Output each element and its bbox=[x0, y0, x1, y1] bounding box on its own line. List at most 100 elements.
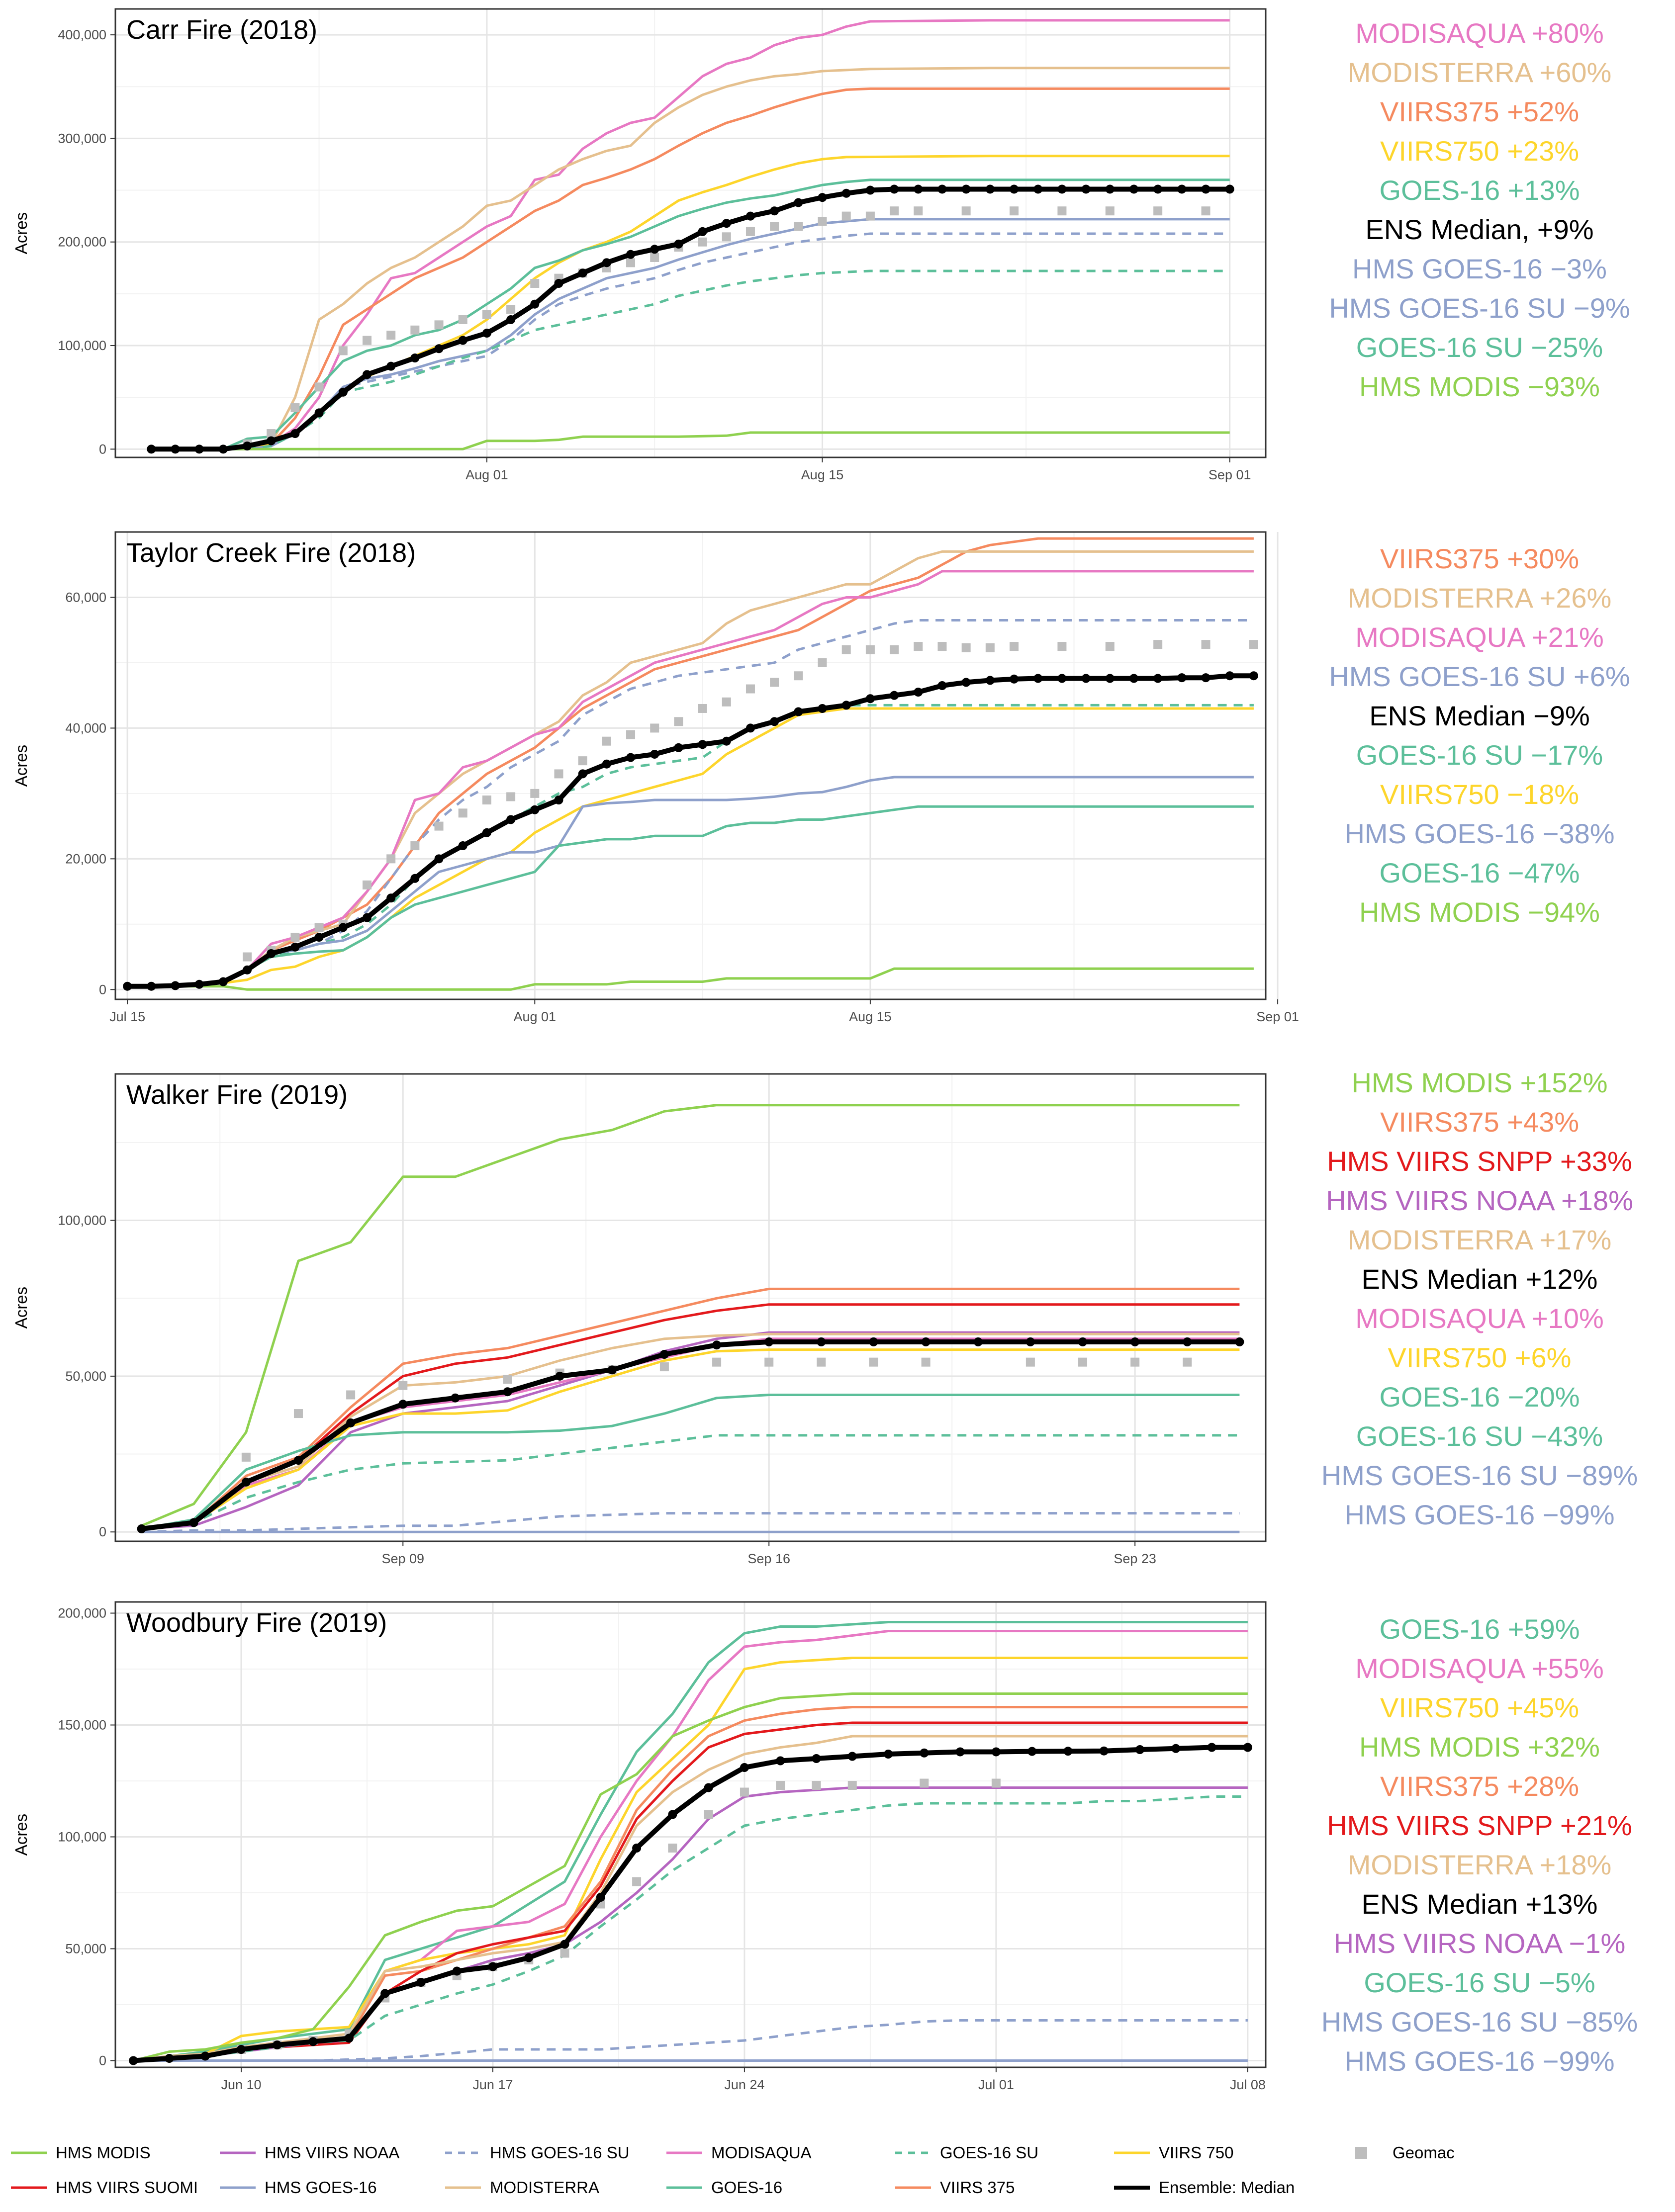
y-tick-label: 0 bbox=[99, 982, 106, 997]
geomac-point bbox=[458, 808, 467, 818]
ensemble-median-point bbox=[1225, 671, 1234, 681]
ensemble-median-point bbox=[554, 796, 563, 805]
ensemble-median-point bbox=[482, 329, 491, 338]
legend-item: GOES-16 SU bbox=[895, 2143, 1038, 2162]
geomac-point bbox=[602, 736, 611, 746]
geomac-point bbox=[362, 880, 372, 889]
series-line bbox=[141, 1348, 1240, 1530]
series-percent-label: HMS VIIRS SNPP +33% bbox=[1327, 1146, 1632, 1177]
series-percent-label: HMS VIIRS SNPP +21% bbox=[1327, 1810, 1632, 1841]
geomac-point bbox=[841, 211, 851, 221]
ensemble-median-point bbox=[1249, 671, 1258, 681]
geomac-point bbox=[290, 933, 300, 942]
series-percent-label: VIIRS750 +23% bbox=[1380, 135, 1579, 167]
geomac-point bbox=[626, 258, 636, 267]
ensemble-median-point bbox=[961, 678, 971, 687]
x-tick-label: Aug 01 bbox=[465, 467, 508, 482]
y-tick-label: 50,000 bbox=[65, 1942, 106, 1956]
geomac-point bbox=[506, 792, 516, 801]
geomac-point bbox=[503, 1375, 512, 1384]
geomac-point bbox=[818, 217, 827, 226]
geomac-point bbox=[818, 658, 827, 667]
ensemble-median-point bbox=[722, 219, 731, 228]
ensemble-median-point bbox=[243, 442, 252, 451]
geomac-point bbox=[650, 253, 659, 262]
ensemble-median-point bbox=[1057, 184, 1067, 194]
geomac-point bbox=[1183, 1357, 1192, 1367]
ensemble-median-point bbox=[386, 893, 396, 903]
ensemble-median-point bbox=[1105, 184, 1115, 194]
geomac-point bbox=[386, 331, 396, 340]
y-tick-label: 60,000 bbox=[65, 590, 106, 605]
series-line bbox=[141, 1512, 1240, 1533]
geomac-point bbox=[482, 310, 491, 319]
ensemble-median-point bbox=[1243, 1743, 1252, 1752]
geomac-point bbox=[794, 222, 803, 231]
ensemble-median-point bbox=[434, 854, 444, 864]
ensemble-median-point bbox=[314, 933, 324, 942]
geomac-point bbox=[293, 1409, 303, 1418]
ensemble-median-point bbox=[1177, 184, 1187, 194]
ensemble-median-point bbox=[386, 361, 396, 371]
legend-item: HMS VIIRS SUOMI bbox=[11, 2178, 198, 2197]
ensemble-median-point bbox=[626, 753, 636, 762]
ensemble-median-point bbox=[1025, 1337, 1035, 1346]
geomac-point bbox=[817, 1357, 826, 1367]
ensemble-median-point bbox=[817, 1337, 826, 1346]
x-tick-label: Sep 09 bbox=[381, 1551, 424, 1566]
legend-label: HMS VIIRS NOAA bbox=[265, 2143, 399, 2162]
ensemble-median-point bbox=[1027, 1747, 1037, 1756]
geomac-point bbox=[961, 206, 971, 216]
x-tick-label: Sep 16 bbox=[747, 1551, 790, 1566]
series-percent-label: MODISTERRA +17% bbox=[1348, 1224, 1612, 1255]
ensemble-median-point bbox=[1010, 674, 1019, 684]
geomac-point bbox=[1025, 1357, 1035, 1367]
series-percent-label: MODISTERRA +18% bbox=[1348, 1849, 1612, 1880]
ensemble-median-point bbox=[171, 981, 180, 990]
ensemble-median-point bbox=[1099, 1746, 1109, 1756]
geomac-point bbox=[650, 723, 659, 733]
legend-label: Geomac bbox=[1393, 2143, 1455, 2162]
geomac-point bbox=[794, 671, 803, 681]
series-line bbox=[151, 218, 1230, 450]
ensemble-median-point bbox=[410, 354, 420, 363]
geomac-point bbox=[1057, 642, 1067, 651]
ensemble-median-point bbox=[914, 184, 923, 194]
series-line bbox=[127, 707, 1254, 988]
panel-title: Woodbury Fire (2019) bbox=[126, 1608, 387, 1638]
geomac-point bbox=[847, 1781, 857, 1790]
x-tick-label: Jul 01 bbox=[978, 2077, 1014, 2092]
geomac-point bbox=[1130, 1357, 1140, 1367]
series-percent-label: VIIRS750 +6% bbox=[1388, 1342, 1572, 1373]
geomac-point bbox=[841, 645, 851, 654]
ensemble-median-point bbox=[200, 2051, 210, 2061]
y-axis-label: Acres bbox=[12, 212, 30, 254]
ensemble-median-point bbox=[712, 1340, 722, 1350]
ensemble-median-point bbox=[147, 444, 156, 454]
panel-2: 0 20,000 40,000 60,000 Jul 15 Aug 01 Aug 15 Sep… bbox=[12, 531, 1630, 1024]
ensemble-median-point bbox=[865, 185, 875, 195]
ensemble-median-point bbox=[745, 211, 755, 221]
series-percent-label: GOES-16 SU −5% bbox=[1364, 1967, 1595, 1998]
ensemble-median-point bbox=[1135, 1745, 1145, 1754]
geomac-point bbox=[740, 1787, 749, 1797]
series-line bbox=[141, 1434, 1240, 1530]
ensemble-median-point bbox=[698, 740, 707, 749]
ensemble-median-point bbox=[602, 258, 611, 267]
ensemble-median-point bbox=[243, 965, 252, 974]
series-line bbox=[133, 1795, 1248, 2062]
geomac-point bbox=[698, 704, 707, 713]
geomac-point bbox=[745, 227, 755, 236]
series-percent-label: ENS Median +13% bbox=[1362, 1888, 1598, 1920]
series-line bbox=[127, 550, 1254, 988]
geomac-point bbox=[1201, 206, 1210, 216]
series-percent-label: GOES-16 +13% bbox=[1379, 175, 1580, 206]
geomac-point bbox=[410, 841, 420, 851]
ensemble-median-point bbox=[722, 736, 731, 746]
ensemble-median-point bbox=[626, 250, 636, 259]
geomac-point bbox=[530, 279, 540, 288]
geomac-point bbox=[770, 678, 779, 687]
ensemble-median-point bbox=[818, 704, 827, 713]
y-axis-label: Acres bbox=[12, 1814, 30, 1856]
geomac-point bbox=[290, 403, 300, 413]
